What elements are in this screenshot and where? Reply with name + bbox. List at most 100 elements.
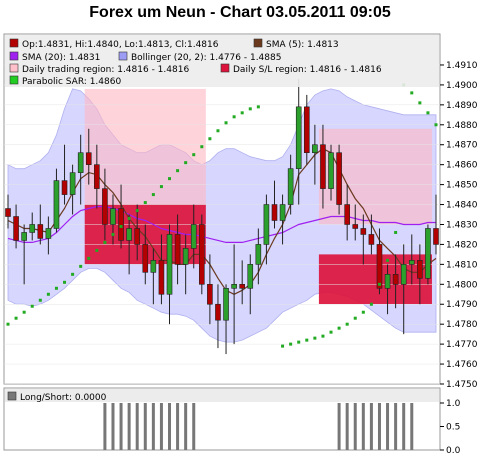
sar-dot-50 <box>426 111 430 115</box>
candle-body-9 <box>77 152 84 173</box>
candle-body-12 <box>102 188 108 225</box>
sar-dot-4 <box>38 298 42 302</box>
sar-dot-7 <box>63 280 67 284</box>
sar-dot-15 <box>127 217 131 221</box>
candle-body-21 <box>174 234 181 265</box>
candle-body-20 <box>166 234 173 295</box>
candle-body-43 <box>352 224 359 229</box>
candle-body-38 <box>312 144 318 154</box>
candle-body-42 <box>344 204 350 225</box>
legend-ohlc-swatch <box>9 38 19 48</box>
sar-dot-43 <box>369 302 373 306</box>
longshort-bar-23 <box>192 403 196 450</box>
ytick-label-3: 1.4780 <box>446 320 478 330</box>
longshort-bar-45 <box>369 403 373 450</box>
sar-dot-30 <box>248 107 252 111</box>
candle-body-37 <box>303 106 310 154</box>
sar-dot-28 <box>232 115 236 119</box>
ytick-label-4: 1.4790 <box>446 300 478 310</box>
candle-body-47 <box>384 274 391 289</box>
sar-dot-23 <box>192 153 196 157</box>
chart-title: Forex um Neun - Chart 03.05.2011 09:05 <box>89 4 391 21</box>
sar-dot-32 <box>281 344 285 348</box>
sar-dot-5 <box>46 292 50 296</box>
sub-ytick-label-2: 1.0 <box>446 399 461 409</box>
legend-ohlc: Op:1.4831, Hi:1.4840, Lo:1.4813, Cl:1.48… <box>22 40 219 50</box>
sar-dot-31 <box>256 105 260 109</box>
candle-body-45 <box>368 234 375 245</box>
legend-trading-region: Daily trading region: 1.4816 - 1.4816 <box>22 65 189 75</box>
sma20-line <box>7 205 436 243</box>
legend-longshort-swatch <box>7 391 17 401</box>
candle-body-14 <box>118 208 124 241</box>
candle-body-24 <box>199 224 205 285</box>
candle-body-30 <box>247 264 254 289</box>
candle-body-40 <box>328 152 334 189</box>
ytick-label-6: 1.4810 <box>446 260 478 270</box>
legend-parabolic-sar: Parabolic SAR: 1.4860 <box>22 77 121 87</box>
longshort-bar-14 <box>119 403 123 450</box>
longshort-bar-48 <box>394 403 398 450</box>
sar-dot-40 <box>345 322 349 326</box>
sar-dot-18 <box>151 193 155 197</box>
candle-body-15 <box>126 228 132 241</box>
longshort-bar-43 <box>353 403 357 450</box>
candle-body-51 <box>417 260 423 279</box>
sar-dot-26 <box>216 129 220 133</box>
candle-body-33 <box>271 204 278 221</box>
sar-dot-14 <box>119 224 123 228</box>
legend-bollinger-swatch <box>118 51 128 61</box>
sar-dot-44 <box>377 282 381 286</box>
legend-box <box>5 35 439 87</box>
candle-body-32 <box>263 204 270 245</box>
candle-body-7 <box>61 180 68 195</box>
sar-dot-36 <box>313 336 317 340</box>
sar-dot-34 <box>297 340 301 344</box>
candle-body-11 <box>94 164 100 189</box>
candle-body-6 <box>53 180 60 229</box>
candle-body-16 <box>134 228 141 245</box>
sar-dot-52 <box>443 135 446 138</box>
ytick-label-14: 1.4890 <box>446 101 478 111</box>
legend-sma5: SMA (5): 1.4813 <box>266 40 339 50</box>
candle-body-26 <box>215 303 221 321</box>
longshort-bar-49 <box>402 403 406 450</box>
sub-ytick-label-1: 0.5 <box>446 423 460 433</box>
ytick-label-10: 1.4850 <box>446 181 478 191</box>
candle-body-52 <box>425 228 431 279</box>
subchart-legend-box <box>5 389 439 402</box>
sar-dot-27 <box>224 121 228 125</box>
candle-body-46 <box>376 244 383 289</box>
candle-body-22 <box>182 248 189 265</box>
longshort-bar-41 <box>337 403 341 450</box>
sar-dot-3 <box>30 304 34 308</box>
region-trading-2 <box>318 128 432 225</box>
sar-dot-29 <box>240 111 244 115</box>
candle-body-19 <box>158 260 165 295</box>
ytick-label-1: 1.4760 <box>446 360 478 370</box>
longshort-bar-21 <box>176 403 180 450</box>
sar-dot-16 <box>135 209 139 213</box>
longshort-bar-42 <box>345 403 349 450</box>
candle-body-1 <box>13 216 19 241</box>
longshort-bar-47 <box>386 403 390 450</box>
ytick-label-9: 1.4840 <box>446 201 478 211</box>
longshort-bar-46 <box>377 403 381 450</box>
candle-body-48 <box>392 274 399 285</box>
candle-body-35 <box>287 168 294 205</box>
candle-body-4 <box>37 224 44 239</box>
candle-body-10 <box>85 152 92 165</box>
candle-body-53 <box>433 228 439 245</box>
legend-sma5-swatch <box>253 38 263 48</box>
region-sl-3 <box>318 254 432 305</box>
candle-body-17 <box>142 244 149 273</box>
longshort-bar-44 <box>361 403 365 450</box>
sar-dot-20 <box>168 177 172 181</box>
ytick-label-11: 1.4860 <box>446 161 478 171</box>
sar-dot-37 <box>321 334 325 338</box>
candle-body-41 <box>336 152 342 205</box>
candle-body-2 <box>21 232 27 241</box>
candle-body-29 <box>239 284 245 289</box>
sar-dot-46 <box>394 230 398 234</box>
sar-dot-10 <box>87 256 91 260</box>
